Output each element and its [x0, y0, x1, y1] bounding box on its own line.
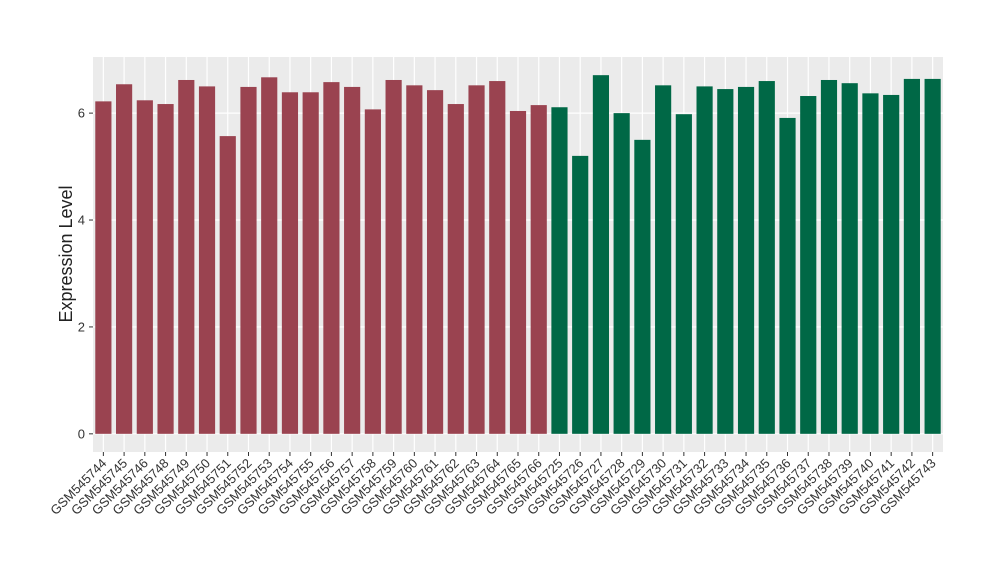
bar [924, 78, 941, 434]
bar [592, 75, 610, 434]
bar [883, 94, 900, 434]
bar [655, 85, 672, 434]
bar [302, 92, 319, 434]
bar [862, 93, 879, 434]
bar [737, 86, 755, 434]
bar [198, 86, 216, 434]
bar [675, 114, 692, 434]
bar [841, 83, 858, 434]
bar [447, 104, 464, 434]
bar [530, 105, 547, 434]
bar [509, 110, 527, 434]
bar [116, 84, 133, 434]
y-tick-label: 6 [78, 106, 85, 121]
bar [758, 81, 775, 434]
bar [800, 96, 817, 434]
bar [903, 78, 920, 434]
bar [696, 86, 713, 434]
bar [344, 86, 361, 434]
bar [157, 104, 174, 434]
y-tick-label: 4 [78, 213, 85, 228]
bar [406, 85, 423, 434]
bar [136, 100, 153, 434]
bar [717, 89, 734, 434]
bar [178, 79, 195, 434]
bar [95, 101, 112, 434]
bar [779, 117, 796, 434]
bar [468, 85, 485, 434]
bar [385, 79, 402, 434]
y-tick-label: 0 [78, 426, 85, 441]
bar [634, 139, 651, 434]
bar [240, 86, 257, 434]
bar [281, 92, 299, 434]
bar [489, 81, 506, 434]
bar [426, 90, 444, 434]
bar [613, 113, 630, 434]
bar [219, 136, 236, 434]
bar [261, 77, 278, 434]
bar [820, 79, 838, 434]
bar [364, 109, 381, 434]
y-axis-label: Expression Level [56, 185, 76, 322]
bar [323, 82, 340, 434]
bar [572, 155, 589, 434]
bar [551, 107, 568, 434]
y-tick-label: 2 [78, 319, 85, 334]
